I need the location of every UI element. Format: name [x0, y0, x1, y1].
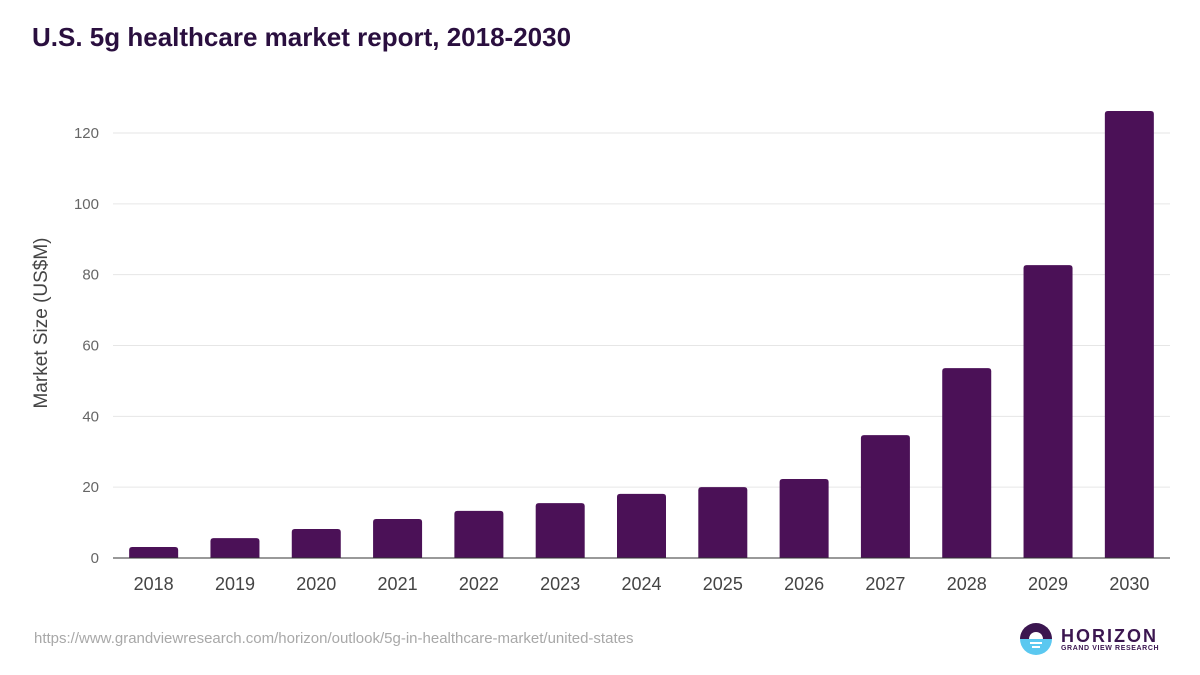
bar-2024 — [617, 493, 666, 558]
y-tick-label: 60 — [82, 338, 99, 355]
bar-2026 — [779, 479, 829, 558]
x-tick-label: 2024 — [621, 574, 661, 594]
source-url[interactable]: https://www.grandviewresearch.com/horizo… — [34, 630, 634, 647]
bar-2020 — [291, 528, 341, 558]
bar-2025 — [698, 487, 748, 558]
horizon-logo-icon — [1020, 623, 1052, 655]
chart-title: U.S. 5g healthcare market report, 2018-2… — [32, 22, 572, 52]
x-tick-label: 2026 — [784, 574, 824, 594]
bar-2018 — [129, 547, 179, 558]
x-tick-label: 2028 — [947, 574, 987, 594]
y-tick-label: 80 — [82, 267, 99, 284]
x-tick-label: 2018 — [134, 574, 174, 594]
y-tick-label: 20 — [82, 479, 99, 496]
y-tick-label: 120 — [74, 125, 99, 142]
x-tick-label: 2030 — [1109, 574, 1149, 594]
y-tick-label: 0 — [91, 550, 99, 567]
bar-2028 — [942, 368, 992, 558]
y-axis-title: Market Size (US$M) — [31, 237, 52, 408]
x-tick-label: 2025 — [703, 574, 743, 594]
bar-2019 — [210, 538, 260, 558]
x-tick-label: 2029 — [1028, 574, 1068, 594]
bar-2021 — [373, 519, 423, 558]
bar-2023 — [535, 503, 585, 558]
x-tick-label: 2021 — [378, 574, 418, 594]
logo-name: HORIZON — [1061, 625, 1158, 646]
bar-2029 — [1023, 265, 1073, 558]
logo-subtitle: GRAND VIEW RESEARCH — [1061, 644, 1160, 652]
bar-2027 — [860, 435, 910, 558]
y-tick-label: 100 — [74, 196, 99, 213]
horizon-logo: HORIZON GRAND VIEW RESEARCH — [1019, 622, 1159, 656]
y-tick-label: 40 — [82, 408, 99, 425]
x-tick-label: 2023 — [540, 574, 580, 594]
x-tick-label: 2019 — [215, 574, 255, 594]
bar-2030 — [1104, 111, 1154, 559]
x-tick-label: 2020 — [296, 574, 336, 594]
x-tick-label: 2022 — [459, 574, 499, 594]
bar-2022 — [454, 510, 504, 558]
x-tick-label: 2027 — [865, 574, 905, 594]
